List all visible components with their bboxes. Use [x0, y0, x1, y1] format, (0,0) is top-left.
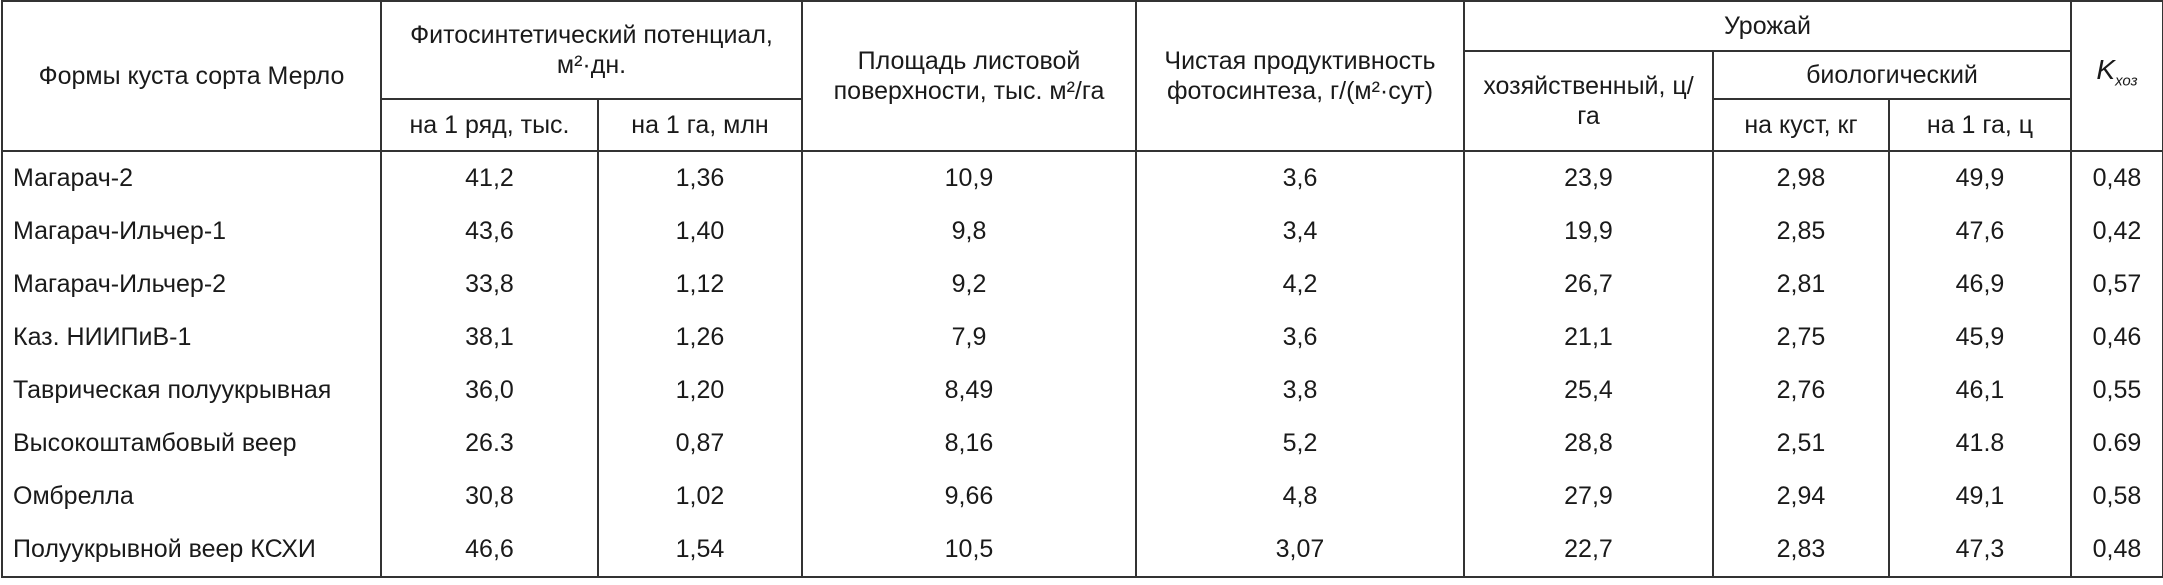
row-label: Полуукрывной веер КСХИ	[1, 523, 382, 578]
table-row: Полуукрывной веер КСХИ 46,6 1,54 10,5 3,07 22…	[1, 523, 2163, 578]
value-cell: 0,42	[2070, 205, 2163, 258]
value-cell: 9,2	[801, 258, 1137, 311]
value-cell: 19,9	[1463, 205, 1714, 258]
value-cell: 22,7	[1463, 523, 1714, 578]
value-cell: 0,57	[2070, 258, 2163, 311]
value-cell: 2,83	[1712, 523, 1890, 578]
value-cell: 2,94	[1712, 470, 1890, 523]
value-cell: 5,2	[1135, 417, 1465, 470]
table-row: Магарач-Ильчер-2 33,8 1,12 9,2 4,2 26,7 2,81 46…	[1, 258, 2163, 311]
value-cell: 0,46	[2070, 311, 2163, 364]
header-cell: Урожай	[1463, 0, 2072, 52]
header-cell: на 1 ряд, тыс.	[380, 98, 599, 152]
header-cell: биологический	[1712, 50, 2072, 100]
header-cell: Kхоз	[2070, 0, 2163, 152]
value-cell: 41.8	[1888, 417, 2072, 470]
value-cell: 41,2	[380, 151, 599, 205]
value-cell: 27,9	[1463, 470, 1714, 523]
value-cell: 36,0	[380, 364, 599, 417]
table-row: Магарач-2 41,2 1,36 10,9 3,6 23,9 2,98 49,9 0,48	[1, 151, 2163, 205]
table-body: Магарач-2 41,2 1,36 10,9 3,6 23,9 2,98 49,9 0,48…	[1, 151, 2163, 578]
value-cell: 47,3	[1888, 523, 2072, 578]
value-cell: 4,2	[1135, 258, 1465, 311]
value-cell: 3,4	[1135, 205, 1465, 258]
value-cell: 3,6	[1135, 311, 1465, 364]
value-cell: 46,9	[1888, 258, 2072, 311]
value-cell: 23,9	[1463, 151, 1714, 205]
value-cell: 25,4	[1463, 364, 1714, 417]
header-cell: на 1 га, млн	[597, 98, 803, 152]
value-cell: 2,75	[1712, 311, 1890, 364]
value-cell: 47,6	[1888, 205, 2072, 258]
value-cell: 2,98	[1712, 151, 1890, 205]
value-cell: 21,1	[1463, 311, 1714, 364]
row-label: Омбрелла	[1, 470, 382, 523]
value-cell: 49,1	[1888, 470, 2072, 523]
value-cell: 1,36	[597, 151, 803, 205]
row-label: Таврическая полуукрывная	[1, 364, 382, 417]
value-cell: 10,9	[801, 151, 1137, 205]
value-cell: 7,9	[801, 311, 1137, 364]
value-cell: 3,8	[1135, 364, 1465, 417]
value-cell: 2,76	[1712, 364, 1890, 417]
table-row: Таврическая полуукрывная 36,0 1,20 8,49 3,8 2…	[1, 364, 2163, 417]
value-cell: 28,8	[1463, 417, 1714, 470]
header-cell: Площадь листовой поверхности, тыс. м²/га	[801, 0, 1137, 152]
k-subscript: хоз	[2115, 72, 2138, 90]
table-row: Магарач-Ильчер-1 43,6 1,40 9,8 3,4 19,9 2,85 47…	[1, 205, 2163, 258]
value-cell: 30,8	[380, 470, 599, 523]
header-cell: Фитосинтетический потенциал, м²·дн.	[380, 0, 803, 100]
row-label: Магарач-Ильчер-1	[1, 205, 382, 258]
value-cell: 1,12	[597, 258, 803, 311]
table-header: Формы куста сорта Мерло Фитосинтетически…	[1, 0, 2163, 152]
value-cell: 3,6	[1135, 151, 1465, 205]
row-label: Магарач-Ильчер-2	[1, 258, 382, 311]
value-cell: 10,5	[801, 523, 1137, 578]
value-cell: 46,1	[1888, 364, 2072, 417]
table-row: Омбрелла 30,8 1,02 9,66 4,8 27,9 2,94 49,1 0,58	[1, 470, 2163, 523]
row-label: Магарач-2	[1, 151, 382, 205]
row-label: Высокоштамбовый веер	[1, 417, 382, 470]
value-cell: 0,55	[2070, 364, 2163, 417]
value-cell: 2,85	[1712, 205, 1890, 258]
value-cell: 38,1	[380, 311, 599, 364]
value-cell: 0,48	[2070, 523, 2163, 578]
value-cell: 2,51	[1712, 417, 1890, 470]
value-cell: 0.69	[2070, 417, 2163, 470]
value-cell: 4,8	[1135, 470, 1465, 523]
table-row: Высокоштамбовый веер 26.3 0,87 8,16 5,2 28,8 2…	[1, 417, 2163, 470]
value-cell: 1,20	[597, 364, 803, 417]
value-cell: 1,26	[597, 311, 803, 364]
value-cell: 9,66	[801, 470, 1137, 523]
value-cell: 0,58	[2070, 470, 2163, 523]
header-cell: хозяйственный, ц/га	[1463, 50, 1714, 152]
value-cell: 1,02	[597, 470, 803, 523]
value-cell: 33,8	[380, 258, 599, 311]
header-cell: Формы куста сорта Мерло	[1, 0, 382, 152]
value-cell: 26,7	[1463, 258, 1714, 311]
value-cell: 2,81	[1712, 258, 1890, 311]
value-cell: 0,48	[2070, 151, 2163, 205]
header-cell: на 1 га, ц	[1888, 98, 2072, 152]
row-label: Каз. НИИПиВ-1	[1, 311, 382, 364]
value-cell: 1,40	[597, 205, 803, 258]
value-cell: 43,6	[380, 205, 599, 258]
value-cell: 1,54	[597, 523, 803, 578]
value-cell: 0,87	[597, 417, 803, 470]
value-cell: 9,8	[801, 205, 1137, 258]
value-cell: 46,6	[380, 523, 599, 578]
table-row: Каз. НИИПиВ-1 38,1 1,26 7,9 3,6 21,1 2,75 45,9 0…	[1, 311, 2163, 364]
header-cell: на куст, кг	[1712, 98, 1890, 152]
header-cell: Чистая продуктивность фотосинтеза, г/(м²…	[1135, 0, 1465, 152]
value-cell: 45,9	[1888, 311, 2072, 364]
value-cell: 49,9	[1888, 151, 2072, 205]
value-cell: 26.3	[380, 417, 599, 470]
value-cell: 8,49	[801, 364, 1137, 417]
value-cell: 3,07	[1135, 523, 1465, 578]
value-cell: 8,16	[801, 417, 1137, 470]
k-symbol: K	[2096, 54, 2116, 86]
